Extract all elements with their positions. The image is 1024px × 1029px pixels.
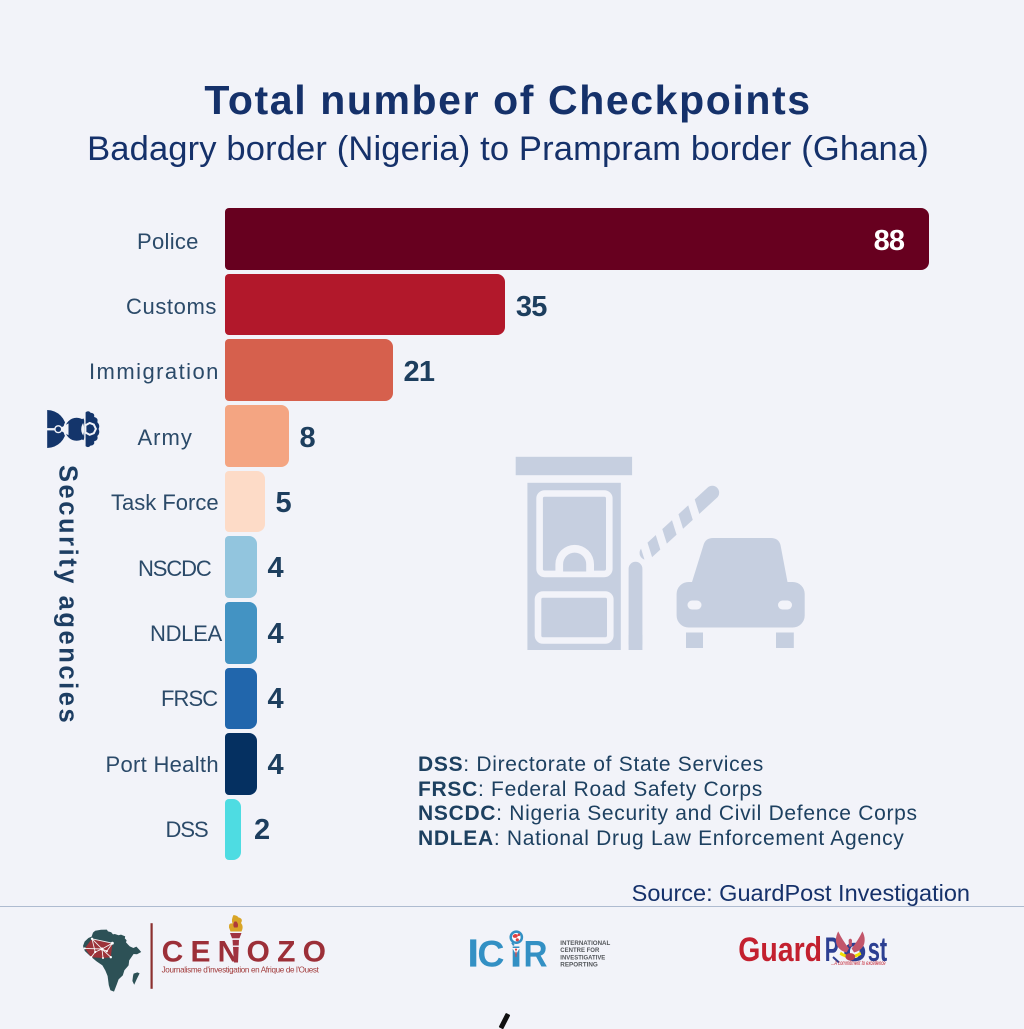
svg-text:CENTRE FOR: CENTRE FOR	[560, 947, 600, 954]
svg-text:Journalisme d'investigation en: Journalisme d'investigation en Afrique d…	[162, 965, 320, 974]
svg-text:INVESTIGATIVE: INVESTIGATIVE	[560, 954, 605, 961]
svg-text:INTERNATIONAL: INTERNATIONAL	[560, 940, 610, 947]
svg-text:CENOZO: CENOZO	[162, 936, 330, 969]
svg-text:REPORTING: REPORTING	[560, 962, 598, 969]
svg-text:Guard: Guard	[738, 931, 822, 969]
svg-text:R: R	[524, 933, 548, 975]
svg-text:...A commitment to excellence: ...A commitment to excellence	[831, 961, 886, 967]
svg-text:C: C	[477, 933, 504, 975]
svg-text:st: st	[868, 931, 888, 969]
